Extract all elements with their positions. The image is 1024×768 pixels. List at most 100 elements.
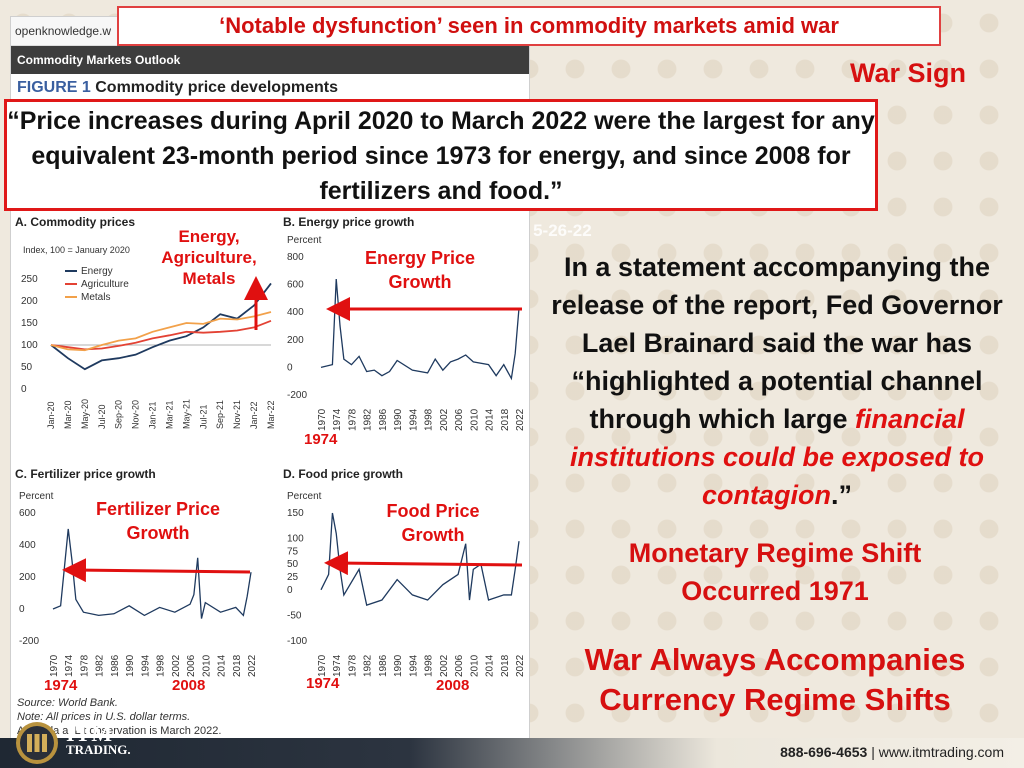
x-tick-label: May-20 [80, 399, 90, 429]
always-line-2: Currency Regime Shifts [599, 682, 951, 717]
y-tick-label: 25 [287, 572, 299, 583]
y-tick-label: 50 [21, 362, 33, 373]
series-line-metals [50, 311, 272, 352]
legend-label: Metals [81, 292, 110, 303]
x-tick-label: 2006 [454, 654, 465, 677]
x-tick-label: 1990 [393, 654, 404, 677]
x-tick-label: 2018 [232, 654, 243, 677]
x-tick-label: 1994 [408, 408, 419, 431]
x-tick-label: 2002 [171, 654, 182, 677]
y-tick-label: 150 [21, 318, 38, 329]
y-tick-label: 200 [21, 296, 38, 307]
regime-line-1: Monetary Regime Shift [628, 538, 922, 568]
x-tick-label: Jan-22 [249, 401, 259, 429]
annotation-line: Growth [401, 525, 465, 545]
chart-b: Percent -200 0 200 400 600 800 1970 1974 1978 1982… [287, 235, 526, 431]
series-line [320, 279, 520, 381]
statement-text: In a statement accompanying the release … [551, 252, 1003, 434]
x-tick-label: Nov-20 [131, 400, 141, 429]
panel-b-title: B. Energy price growth [283, 215, 415, 229]
arrow-fertilizer-1974 [62, 558, 251, 583]
faded-date-text: u 5-26-22 [518, 221, 592, 240]
x-tick-label: 1986 [378, 654, 389, 677]
x-tick-label: Mar-21 [164, 400, 174, 429]
y-tick-label: 50 [287, 559, 299, 570]
x-tick-label: 1974 [64, 654, 75, 677]
footer-bar [0, 738, 1024, 768]
x-tick-label: 2002 [439, 408, 450, 431]
annotation-energy-growth: Energy Price Growth [350, 246, 490, 294]
x-tick-label: 1978 [347, 408, 358, 431]
x-tick-label: 1982 [363, 654, 374, 677]
x-tick-label: 2014 [217, 654, 228, 677]
x-tick-label: 1994 [408, 654, 419, 677]
y-tick-label: 800 [287, 252, 304, 263]
year-1974-c: 1974 [44, 677, 78, 694]
y-tick-label: 400 [19, 540, 36, 551]
x-tick-label: 1970 [317, 654, 328, 677]
legend-label: Energy [81, 266, 113, 277]
x-tick-label: 2018 [500, 654, 511, 677]
x-tick-label: 1982 [95, 654, 106, 677]
annotation-line: Agriculture, [161, 248, 257, 267]
x-tick-label: 2014 [485, 408, 496, 431]
x-tick-label: 1982 [363, 408, 374, 431]
panel-a-title: A. Commodity prices [15, 215, 136, 229]
legend-label: Agriculture [81, 279, 129, 290]
x-tick-label: 1998 [424, 408, 435, 431]
note-line-1: Note: All prices in U.S. dollar terms. [17, 711, 191, 723]
statement-end: .” [830, 480, 852, 510]
section-header: Commodity Markets Outlook [11, 46, 529, 74]
figure-title: FIGURE 1 Commodity price developments [11, 74, 529, 97]
series-line-energy [50, 282, 272, 371]
y-tick-label: 200 [287, 335, 304, 346]
x-tick-label: 1978 [347, 654, 358, 677]
y-tick-label: -200 [19, 636, 39, 647]
x-tick-label: 1990 [125, 654, 136, 677]
annotation-energy-ag-metals: Energy, Agriculture, Metals [150, 226, 268, 289]
figure-caption: Commodity price developments [95, 79, 338, 96]
website-link[interactable]: www.itmtrading.com [878, 744, 1004, 760]
phone-number: 888-696-4653 [780, 744, 868, 760]
note-line-2: A thly da a. L t observation is March 20… [17, 725, 222, 737]
x-tick-label: 1974 [332, 408, 343, 431]
quote-box: “Price increases during April 2020 to Ma… [4, 99, 878, 211]
x-tick-label: 2022 [515, 408, 526, 431]
panel-c-title: C. Fertilizer price growth [15, 467, 156, 481]
x-tick-label: 1998 [156, 654, 167, 677]
brand-top: ITM [66, 721, 113, 746]
y-axis-label: Percent [287, 235, 322, 246]
x-tick-label: Sep-21 [215, 400, 225, 429]
headline-banner: ‘Notable dysfunction’ seen in commodity … [117, 6, 941, 46]
y-axis-label: Percent [287, 491, 322, 502]
y-tick-label: 250 [21, 274, 38, 285]
y-tick-label: 0 [287, 362, 293, 373]
y-tick-label: -200 [287, 390, 307, 401]
y-tick-label: -100 [287, 636, 307, 647]
x-tick-label: 2006 [186, 654, 197, 677]
x-tick-label: 2006 [454, 408, 465, 431]
year-1974-b: 1974 [304, 431, 338, 448]
panel-c: C. Fertilizer price growth Percent -200 0 2… [15, 467, 281, 693]
regime-shift-text: Monetary Regime Shift Occurred 1971 [530, 534, 1020, 610]
always-line-1: War Always Accompanies [584, 642, 966, 677]
x-tick-label: Jul-21 [198, 404, 208, 429]
y-tick-label: 200 [19, 572, 36, 583]
x-tick-label: Sep-20 [114, 400, 124, 429]
year-1974-d: 1974 [306, 675, 340, 692]
figure-label: FIGURE 1 [17, 79, 91, 96]
x-tick-label: Mar-22 [266, 400, 276, 429]
regime-line-2: Occurred 1971 [681, 576, 869, 606]
brainard-statement: In a statement accompanying the release … [530, 248, 1024, 514]
annotation-line: Food Price [386, 501, 480, 521]
y-tick-label: 400 [287, 307, 304, 318]
statement-highlight: financial institutions could be exposed … [569, 404, 985, 510]
x-tick-label: 2010 [469, 654, 480, 677]
war-currency-text: War Always Accompanies Currency Regime S… [530, 640, 1020, 720]
source-note: Source: World Bank. [17, 697, 118, 709]
y-tick-label: 600 [19, 508, 36, 519]
annotation-fertilizer-growth: Fertilizer Price Growth [80, 497, 236, 545]
y-tick-label: -50 [287, 610, 302, 621]
